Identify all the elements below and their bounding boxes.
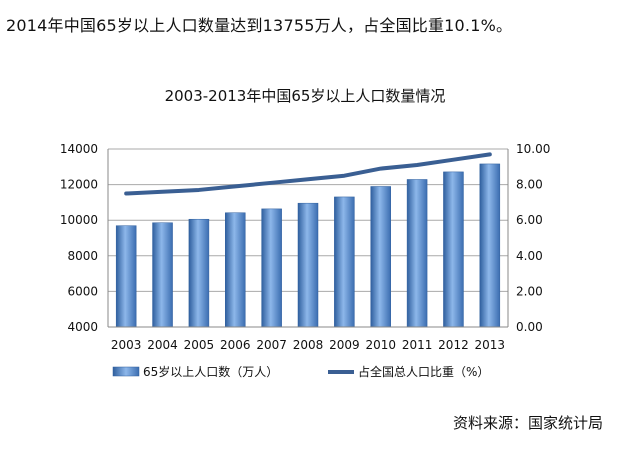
y-right-tick-label: 2.00	[516, 284, 543, 298]
bar	[188, 218, 210, 328]
y-right-tick-label: 4.00	[516, 249, 543, 263]
x-tick-label: 2008	[293, 338, 324, 352]
x-tick-label: 2009	[329, 338, 360, 352]
legend-bar-label: 65岁以上人口数（万人）	[143, 364, 278, 379]
x-tick-label: 2005	[184, 338, 215, 352]
x-tick-label: 2004	[147, 338, 178, 352]
y-left-tick-label: 8000	[67, 249, 98, 263]
x-tick-label: 2003	[111, 338, 142, 352]
series-line	[124, 152, 492, 196]
x-tick-label: 2011	[402, 338, 433, 352]
bar	[225, 212, 246, 328]
y-right-tick-label: 6.00	[516, 213, 543, 227]
y-right-tick-label: 8.00	[516, 178, 543, 192]
legend-bar-swatch	[112, 366, 140, 377]
x-tick-label: 2010	[365, 338, 396, 352]
bar	[152, 222, 173, 328]
x-tick-label: 2012	[438, 338, 469, 352]
source-note: 资料来源：国家统计局	[452, 414, 603, 432]
y-right-tick-label: 0.00	[516, 320, 543, 334]
y-right-tick-label: 10.00	[516, 142, 550, 156]
legend-line-label: 占全国总人口比重（%）	[358, 364, 489, 379]
y-left-tick-label: 12000	[60, 178, 98, 192]
x-tick-label: 2006	[220, 338, 251, 352]
bar	[443, 171, 464, 328]
y-left-tick-label: 4000	[67, 320, 98, 334]
x-tick-label: 2013	[475, 338, 506, 352]
bar	[479, 163, 501, 328]
chart-title: 2003-2013年中国65岁以上人口数量情况	[165, 87, 446, 105]
x-tick-label: 2007	[256, 338, 287, 352]
y-left-tick-label: 6000	[67, 284, 98, 298]
bar	[370, 186, 391, 328]
bar	[406, 179, 428, 328]
bar	[297, 202, 319, 328]
bar	[334, 196, 355, 328]
y-left-tick-label: 14000	[60, 142, 98, 156]
headline: 2014年中国65岁以上人口数量达到13755万人，占全国比重10.1%。	[6, 16, 513, 35]
bar	[261, 208, 282, 328]
y-left-tick-label: 10000	[60, 213, 98, 227]
bar	[115, 225, 137, 328]
